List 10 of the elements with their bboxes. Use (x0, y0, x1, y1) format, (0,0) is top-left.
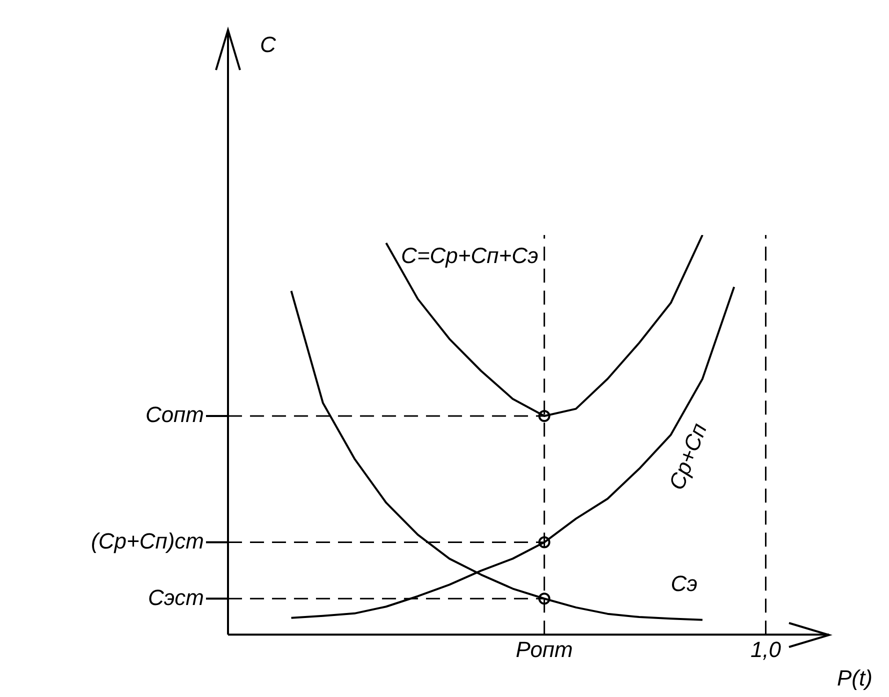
x-tick-label: Ропт (516, 636, 573, 662)
ref-line-label: Сопт (145, 402, 204, 428)
x-tick-label: 1,0 (750, 636, 782, 662)
x-axis-title: P(t) (837, 666, 872, 691)
series-label: Сэ (670, 570, 698, 596)
series-label: С=Ср+Сп+Сэ (401, 243, 538, 268)
ref-line-label: (Ср+Сп)ст (91, 528, 204, 554)
text: С (260, 32, 276, 58)
ref-line-label: Сэст (148, 584, 204, 610)
text: Ср+Сп (664, 420, 712, 494)
